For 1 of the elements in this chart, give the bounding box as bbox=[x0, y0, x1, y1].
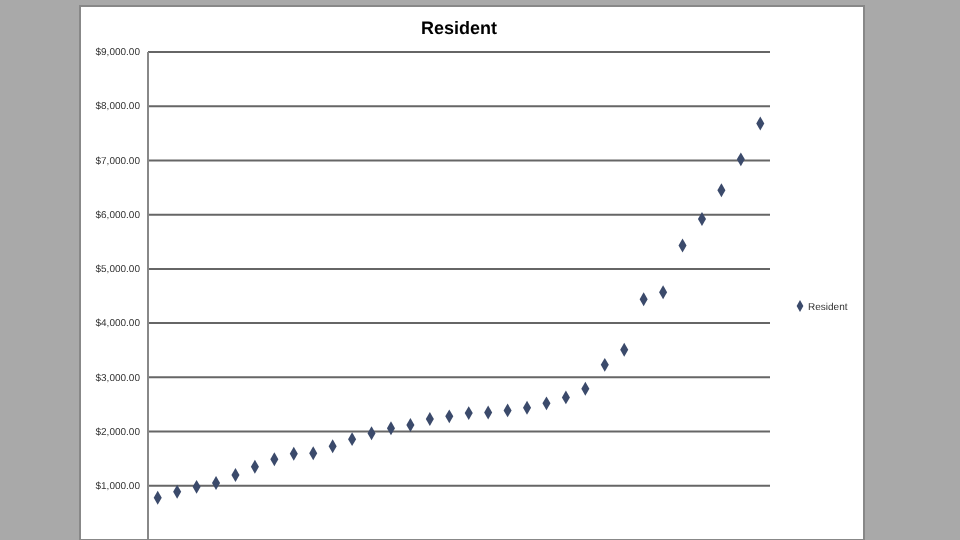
chart-title: Resident bbox=[420, 18, 498, 38]
